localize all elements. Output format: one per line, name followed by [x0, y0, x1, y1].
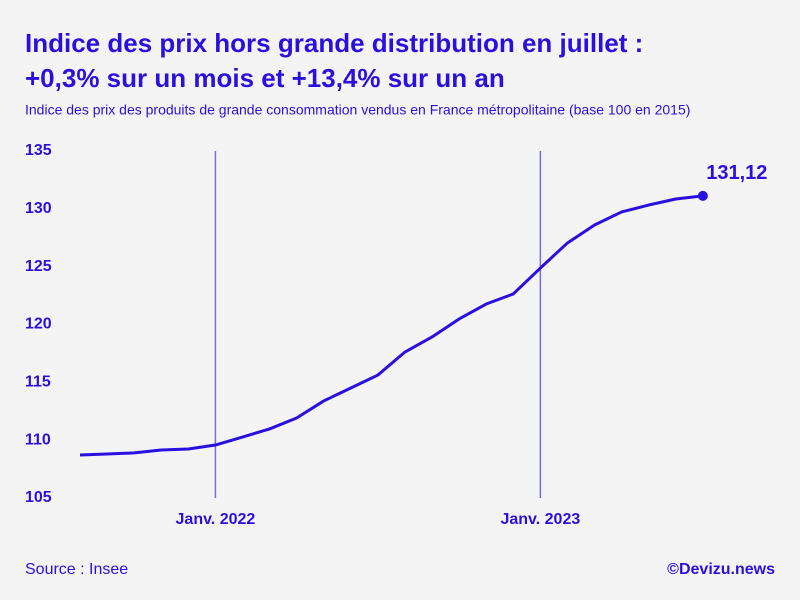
- y-tick-label: 115: [25, 374, 51, 391]
- value-label: 131,12: [706, 162, 767, 184]
- end-dot: [697, 190, 708, 201]
- y-tick-label: 135: [25, 142, 52, 159]
- y-tick-label: 110: [25, 431, 51, 448]
- credit: ©Devizu.news: [667, 561, 775, 578]
- chart-title: Indice des prix hors grande distribution…: [25, 28, 643, 58]
- chart-title-line2: +0,3% sur un mois et +13,4% sur un an: [25, 63, 505, 93]
- y-tick-label: 120: [25, 316, 52, 333]
- chart-subtitle: Indice des prix des produits de grande c…: [25, 102, 690, 118]
- x-tick-label: Janv. 2022: [176, 511, 256, 528]
- line: [79, 194, 704, 457]
- x-tick-label: Janv. 2023: [500, 511, 580, 528]
- y-tick-label: 105: [25, 489, 52, 506]
- y-tick-label: 125: [25, 258, 52, 275]
- y-tick-label: 130: [25, 200, 52, 217]
- source: Source : Insee: [25, 561, 128, 578]
